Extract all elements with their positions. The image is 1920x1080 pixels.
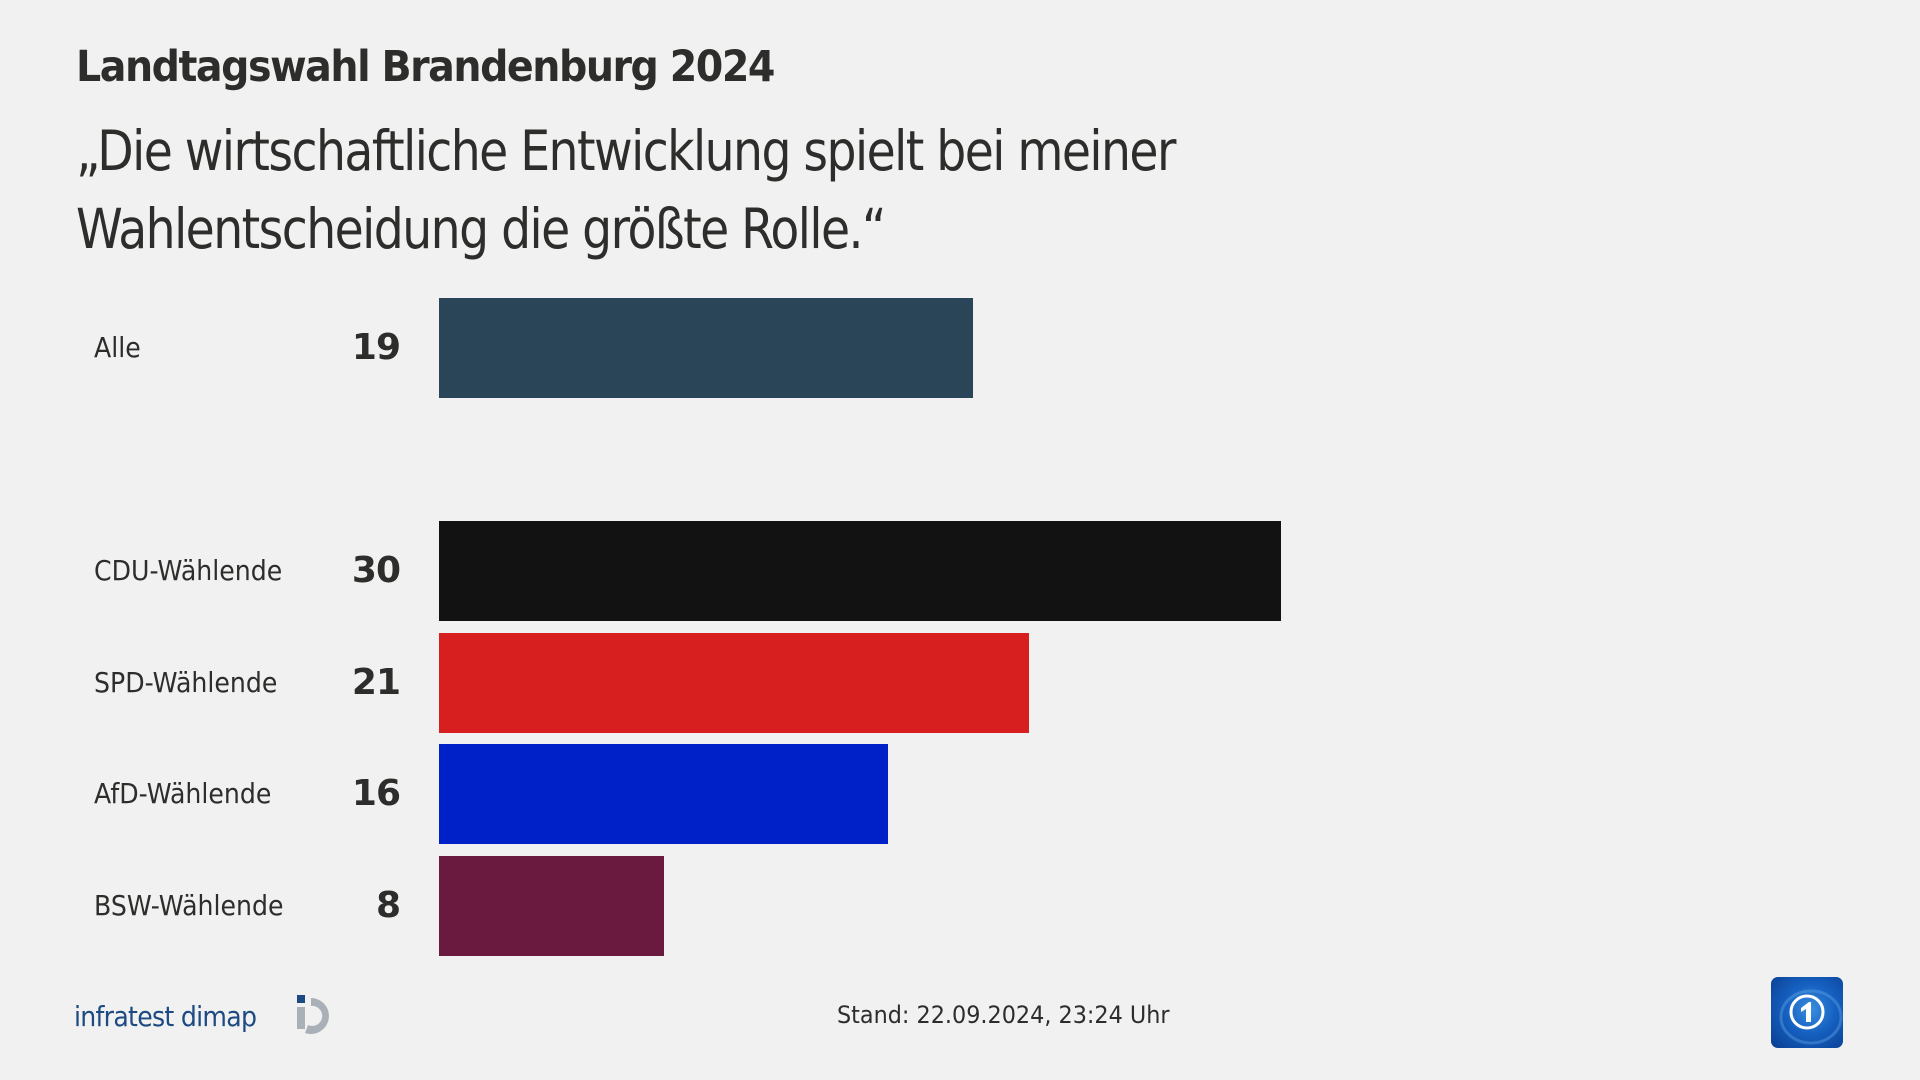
chart-title: Landtagswahl Brandenburg 2024	[76, 42, 775, 92]
bar-row-alle: Alle 19	[0, 298, 1920, 398]
bar-label: AfD-Wählende	[94, 777, 272, 810]
bar-row-bsw: BSW-Wählende 8	[0, 856, 1920, 956]
bar-value: 21	[351, 662, 401, 703]
bar-row-afd: AfD-Wählende 16	[0, 744, 1920, 844]
bar-label: Alle	[94, 331, 141, 364]
bar	[439, 744, 889, 844]
bar	[439, 298, 973, 398]
bar-row-spd: SPD-Wählende 21	[0, 633, 1920, 733]
bar-row-cdu: CDU-Wählende 30	[0, 521, 1920, 621]
bar-value: 19	[351, 327, 401, 368]
subtitle-line-1: „Die wirtschaftliche Entwicklung spielt …	[76, 119, 1176, 183]
tagesschau-logo	[1771, 977, 1843, 1048]
timestamp: Stand: 22.09.2024, 23:24 Uhr	[837, 1001, 1170, 1029]
infratest-dimap-wordmark: infratest dimap	[74, 999, 257, 1033]
chart-subtitle: „Die wirtschaftliche Entwicklung spielt …	[76, 112, 1452, 268]
infratest-dimap-icon	[296, 995, 329, 1034]
bar	[439, 856, 664, 956]
bar	[439, 521, 1282, 621]
bar-label: CDU-Wählende	[94, 554, 283, 587]
bar-value: 16	[351, 773, 401, 814]
bar-label: BSW-Wählende	[94, 889, 284, 922]
infratest-dimap-logo: infratest dimap	[74, 995, 337, 1036]
bar-value: 8	[375, 885, 401, 926]
bar	[439, 633, 1029, 733]
bar-value: 30	[351, 550, 401, 591]
ard-one-icon	[1779, 989, 1843, 1045]
subtitle-line-2: Wahlentscheidung die größte Rolle.“	[76, 197, 887, 261]
bar-label: SPD-Wählende	[94, 666, 278, 699]
